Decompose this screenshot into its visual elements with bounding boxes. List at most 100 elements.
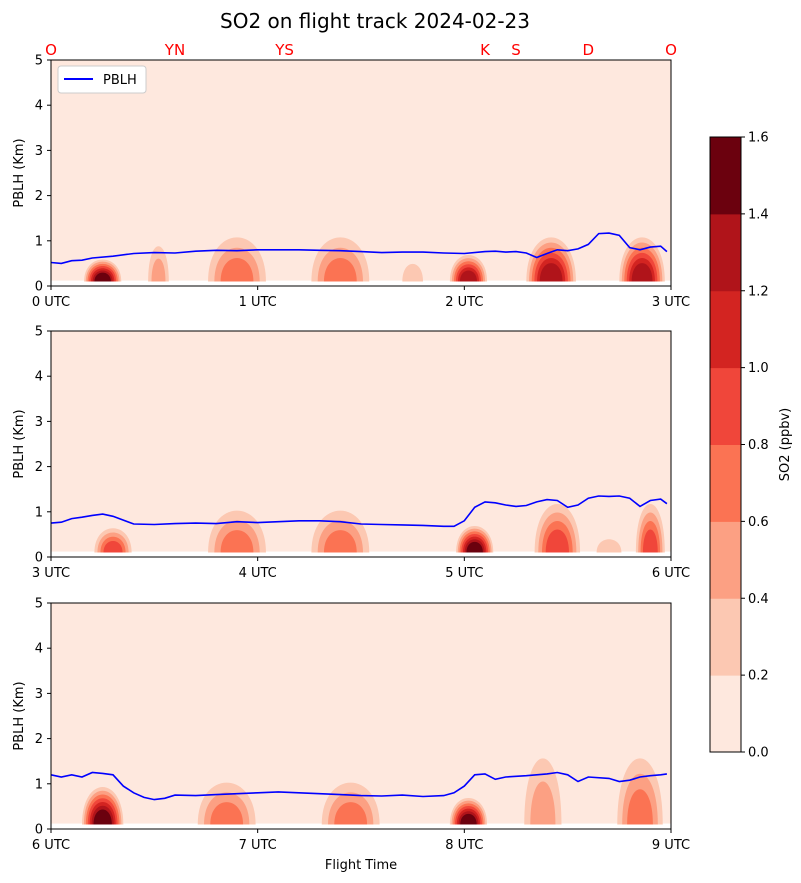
colorbar-tick-label: 1.0 bbox=[748, 361, 769, 376]
so2-contour-6-level-3 bbox=[627, 789, 653, 825]
so2-contour-2-level-3 bbox=[220, 530, 254, 553]
colorbar-segment bbox=[710, 598, 741, 676]
surface-strip bbox=[51, 551, 671, 557]
surface-strip bbox=[51, 280, 671, 286]
colorbar-segment bbox=[710, 675, 741, 753]
panel-3: 0 1 2 3 4 5 PBLH (Km) 6 UTC 7 UTC 8 UTC 9 UTC bbox=[12, 597, 690, 854]
x-tick-label: 6 UTC bbox=[32, 838, 70, 853]
pblh-line bbox=[50, 495, 668, 528]
colorbar-tick-label: 0.6 bbox=[748, 515, 769, 530]
x-tick-label: 7 UTC bbox=[239, 838, 277, 853]
y-tick-label: 0 bbox=[35, 280, 43, 295]
legend: PBLH bbox=[57, 65, 147, 94]
so2-contour-5-level-2 bbox=[530, 781, 556, 825]
y-tick-label: 4 bbox=[35, 370, 43, 385]
colorbar: 0.0 0.2 0.4 0.6 0.8 1.0 1.2 1.4 1.6 SO2 (ppbv) bbox=[709, 131, 793, 761]
colorbar-segment bbox=[710, 290, 741, 369]
so2-contour-6-level-1 bbox=[596, 539, 622, 553]
colorbar-tick-label: 0.0 bbox=[748, 746, 769, 761]
x-tick-label: 5 UTC bbox=[445, 566, 483, 581]
y-tick-label: 0 bbox=[35, 551, 43, 566]
x-tick-label: 3 UTC bbox=[32, 566, 70, 581]
site-label: S bbox=[511, 41, 521, 59]
colorbar-tick-label: 0.4 bbox=[748, 592, 769, 607]
so2-contour-3-level-3 bbox=[334, 802, 368, 825]
y-tick-label: 2 bbox=[35, 460, 43, 475]
x-tick-label: 9 UTC bbox=[652, 838, 690, 853]
site-label: YN bbox=[164, 41, 185, 59]
legend-box bbox=[57, 65, 147, 94]
x-tick-label: 4 UTC bbox=[239, 566, 277, 581]
y-tick-label: 1 bbox=[35, 505, 43, 520]
so2-contour-4-level-7 bbox=[466, 541, 483, 553]
so2-contour-1-level-7 bbox=[93, 809, 112, 825]
so2-contour-5-level-1 bbox=[402, 263, 423, 282]
so2-contours bbox=[82, 758, 663, 825]
site-label: K bbox=[480, 41, 491, 59]
x-axis-label: Flight Time bbox=[325, 858, 397, 873]
colorbar-segment bbox=[710, 521, 741, 599]
so2-contour-2-level-2 bbox=[151, 258, 166, 282]
legend-pblh-label: PBLH bbox=[103, 73, 137, 88]
so2-contour-8-level-6 bbox=[631, 263, 653, 282]
panel-frame bbox=[50, 330, 672, 558]
colorbar-segment bbox=[710, 444, 741, 522]
so2-contour-4-level-7 bbox=[460, 813, 477, 825]
so2-contour-1-level-4 bbox=[103, 540, 123, 553]
y-tick-label: 4 bbox=[35, 99, 43, 114]
colorbar-tick-label: 0.2 bbox=[748, 669, 769, 684]
chart-title: SO2 on flight track 2024-02-23 bbox=[220, 9, 530, 33]
y-tick-label: 0 bbox=[35, 823, 43, 838]
y-tick-label: 1 bbox=[35, 234, 43, 249]
y-tick-label: 5 bbox=[35, 597, 43, 612]
y-tick-label: 5 bbox=[35, 54, 43, 69]
y-tick-label: 3 bbox=[35, 144, 43, 159]
panel-frame bbox=[50, 602, 672, 830]
site-label: D bbox=[583, 41, 595, 59]
panel-1: 0 1 2 3 4 5 PBLH (Km) 0 UTC 1 UTC 2 UTC 3 UTC PBLH bbox=[12, 54, 690, 311]
x-tick-label: 8 UTC bbox=[445, 838, 483, 853]
y-tick-label: 4 bbox=[35, 642, 43, 657]
y-tick-label: 2 bbox=[35, 189, 43, 204]
x-tick-label: 2 UTC bbox=[445, 295, 483, 310]
colorbar-segment bbox=[710, 137, 741, 215]
so2-contour-3-level-3 bbox=[220, 257, 254, 282]
colorbar-tick-label: 0.8 bbox=[748, 438, 769, 453]
so2-contour-6-level-6 bbox=[459, 270, 477, 282]
colorbar-segment bbox=[710, 367, 741, 445]
y-axis-label: PBLH (Km) bbox=[12, 138, 27, 207]
colorbar-tick-label: 1.6 bbox=[748, 131, 769, 146]
colorbar-tick-label: 1.2 bbox=[748, 284, 769, 299]
so2-contour-1-level-7 bbox=[94, 272, 111, 282]
so2-contour-5-level-4 bbox=[545, 529, 569, 553]
colorbar-segment bbox=[710, 213, 741, 292]
y-tick-label: 5 bbox=[35, 325, 43, 340]
colorbar-tick-label: 1.4 bbox=[748, 207, 769, 222]
x-tick-label: 1 UTC bbox=[239, 295, 277, 310]
pblh-line bbox=[50, 771, 668, 801]
x-tick-label: 3 UTC bbox=[652, 295, 690, 310]
surface-strip bbox=[51, 823, 671, 829]
y-tick-label: 3 bbox=[35, 687, 43, 702]
site-label: O bbox=[665, 41, 677, 59]
y-tick-label: 2 bbox=[35, 732, 43, 747]
panel-frame bbox=[50, 59, 672, 287]
panel-2: 0 1 2 3 4 5 PBLH (Km) 3 UTC 4 UTC 5 UTC 6 UTC bbox=[12, 325, 690, 582]
so2-contour-7-level-6 bbox=[539, 263, 563, 282]
y-tick-label: 3 bbox=[35, 415, 43, 430]
x-tick-label: 6 UTC bbox=[652, 566, 690, 581]
x-tick-label: 0 UTC bbox=[32, 295, 70, 310]
y-axis-label: PBLH (Km) bbox=[12, 681, 27, 750]
pblh-line bbox=[50, 232, 668, 265]
site-label: O bbox=[45, 41, 57, 59]
so2-contour-7-level-4 bbox=[642, 529, 658, 553]
so2-contour-4-level-3 bbox=[323, 257, 357, 282]
colorbar-label: SO2 (ppbv) bbox=[778, 408, 793, 481]
so2-contour-2-level-3 bbox=[210, 802, 244, 825]
site-label: YS bbox=[274, 41, 294, 59]
so2-contour-3-level-3 bbox=[323, 530, 357, 553]
y-tick-label: 1 bbox=[35, 777, 43, 792]
site-labels: O YN YS K S D O bbox=[45, 41, 677, 59]
